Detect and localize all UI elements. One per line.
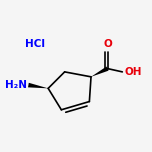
- Polygon shape: [28, 83, 48, 88]
- Text: O: O: [103, 39, 112, 49]
- Text: OH: OH: [125, 67, 142, 77]
- Polygon shape: [91, 67, 109, 77]
- Text: H₂N: H₂N: [5, 80, 27, 90]
- Text: HCl: HCl: [25, 39, 45, 49]
